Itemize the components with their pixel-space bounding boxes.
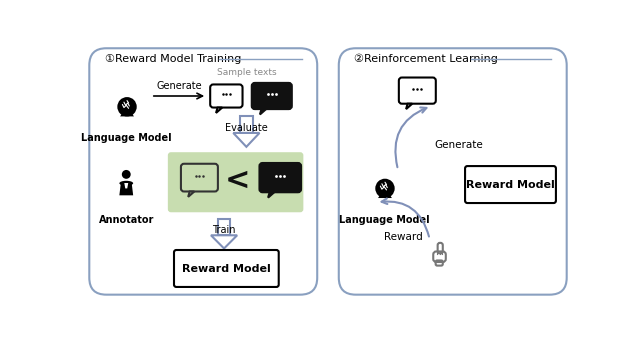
- Polygon shape: [378, 196, 392, 198]
- Text: Language Model: Language Model: [339, 215, 429, 224]
- Polygon shape: [216, 107, 222, 113]
- FancyBboxPatch shape: [399, 77, 436, 104]
- Polygon shape: [268, 192, 275, 198]
- FancyBboxPatch shape: [181, 164, 218, 192]
- FancyBboxPatch shape: [252, 83, 292, 109]
- Text: Generate: Generate: [157, 80, 202, 91]
- Text: Evaluate: Evaluate: [225, 123, 268, 133]
- Polygon shape: [260, 109, 266, 115]
- Circle shape: [375, 179, 395, 198]
- Text: ①Reward Model Training: ①Reward Model Training: [105, 54, 241, 64]
- Ellipse shape: [120, 181, 133, 186]
- Polygon shape: [234, 133, 259, 147]
- Circle shape: [122, 170, 131, 179]
- Polygon shape: [240, 116, 253, 133]
- FancyBboxPatch shape: [259, 163, 301, 192]
- Text: Reward: Reward: [384, 232, 423, 242]
- FancyBboxPatch shape: [465, 166, 556, 203]
- Text: Generate: Generate: [435, 140, 483, 149]
- FancyBboxPatch shape: [339, 48, 566, 295]
- FancyBboxPatch shape: [168, 152, 303, 212]
- FancyBboxPatch shape: [90, 48, 317, 295]
- Polygon shape: [211, 235, 237, 248]
- Polygon shape: [124, 183, 128, 188]
- Text: <: <: [225, 166, 251, 195]
- Polygon shape: [406, 104, 412, 109]
- Text: Language Model: Language Model: [81, 133, 172, 143]
- Text: Reward Model: Reward Model: [182, 264, 271, 274]
- Text: ②Reinforcement Learning: ②Reinforcement Learning: [354, 54, 498, 64]
- Text: Sample texts: Sample texts: [218, 68, 277, 77]
- FancyBboxPatch shape: [210, 84, 243, 107]
- Circle shape: [117, 97, 137, 117]
- Polygon shape: [218, 219, 230, 235]
- Text: Annotator: Annotator: [99, 215, 154, 225]
- Polygon shape: [120, 114, 134, 116]
- Text: Reward Model: Reward Model: [466, 180, 555, 190]
- Polygon shape: [120, 183, 133, 195]
- FancyBboxPatch shape: [174, 250, 279, 287]
- Text: Train: Train: [212, 225, 236, 235]
- Polygon shape: [188, 192, 195, 197]
